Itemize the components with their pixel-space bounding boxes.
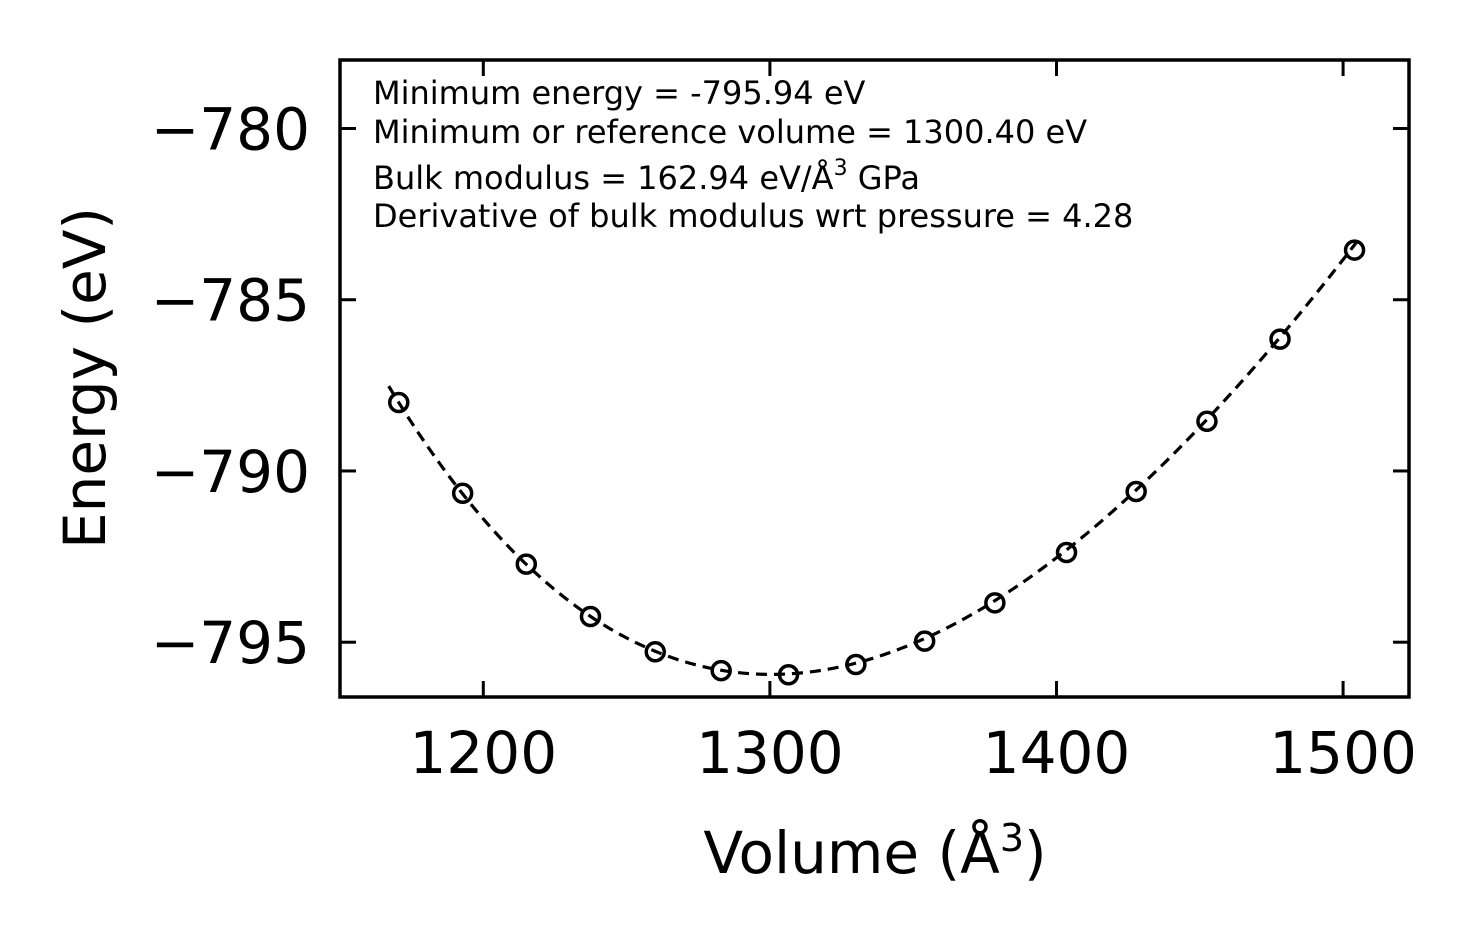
data-point [913, 630, 936, 652]
data-point [710, 659, 732, 682]
annotation-bulk-derivative: Derivative of bulk modulus wrt pressure … [373, 197, 1133, 235]
x-tick-label: 1300 [696, 719, 844, 787]
plot-area [340, 60, 1409, 697]
annotation-bulk-modulus: Bulk modulus = 162.94 eV/Å3 GPa [373, 156, 920, 197]
plot-frame [338, 58, 1411, 699]
x-tick-label: 1500 [1269, 719, 1417, 787]
data-point [1196, 410, 1218, 433]
data-point [1055, 541, 1078, 564]
axis-ticks [340, 60, 1409, 697]
y-axis-title: Energy (eV) [51, 207, 119, 549]
data-point [984, 592, 1006, 614]
data-point [777, 663, 800, 686]
x-tick-label: 1200 [409, 719, 557, 787]
data-point [388, 391, 410, 414]
fit-curve [387, 240, 1359, 677]
data-point [515, 553, 538, 575]
x-axis-title: Volume (Å3) [703, 816, 1046, 887]
data-point [451, 482, 474, 504]
data-point [644, 641, 667, 663]
annotation-min-energy: Minimum energy = -795.94 eV [373, 74, 866, 112]
annotation-box: Minimum energy = -795.94 eV Minimum or r… [373, 74, 1133, 235]
annotation-min-volume: Minimum or reference volume = 1300.40 eV [373, 113, 1087, 151]
data-point [1343, 239, 1366, 261]
data-point [1125, 480, 1147, 503]
data-point [845, 653, 867, 676]
x-tick-label: 1400 [983, 719, 1131, 787]
y-tick-label: −785 [151, 267, 310, 335]
data-point [579, 605, 602, 628]
x-tick-labels: 1200 1300 1400 1500 [409, 719, 1416, 787]
data-points [388, 239, 1366, 686]
y-tick-label: −780 [151, 95, 310, 163]
y-tick-labels: −780 −785 −790 −795 [151, 95, 310, 677]
data-point [1269, 328, 1291, 350]
y-tick-label: −795 [151, 609, 310, 677]
y-tick-label: −790 [151, 438, 310, 506]
